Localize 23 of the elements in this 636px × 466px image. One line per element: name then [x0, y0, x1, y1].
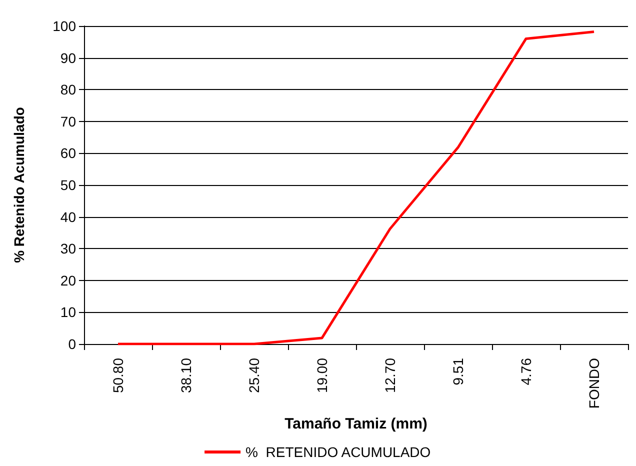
x-axis-title: Tamaño Tamiz (mm): [284, 415, 428, 432]
y-tick-label: 0: [68, 336, 76, 352]
x-tick-label: 4.76: [518, 358, 534, 386]
y-axis-title: % Retenido Acumulado: [11, 107, 27, 263]
y-tick-label: 100: [52, 18, 76, 34]
y-tick-label: 50: [60, 177, 76, 193]
x-tick-label: 50.80: [110, 358, 126, 394]
x-tick-label: FONDO: [586, 358, 602, 409]
x-tick-label: 19.00: [314, 358, 330, 394]
y-tick-label: 40: [60, 208, 76, 225]
y-tick-label: 80: [60, 82, 76, 98]
x-tick-label: 9.51: [450, 358, 466, 386]
y-tick-label: 10: [60, 304, 76, 320]
y-tick-label: 30: [60, 240, 76, 257]
x-tick-label: 25.40: [246, 358, 262, 394]
legend-label: % RETENIDO ACUMULADO: [246, 444, 431, 460]
line-series: [116, 30, 596, 346]
y-tick-label: 20: [60, 272, 76, 288]
y-tick-label: 90: [60, 50, 76, 66]
x-tick-label: 38.10: [178, 358, 194, 394]
y-tick-label: 70: [60, 113, 76, 130]
y-tick-label: 60: [60, 145, 76, 162]
x-tick-label: 12.70: [382, 358, 398, 394]
